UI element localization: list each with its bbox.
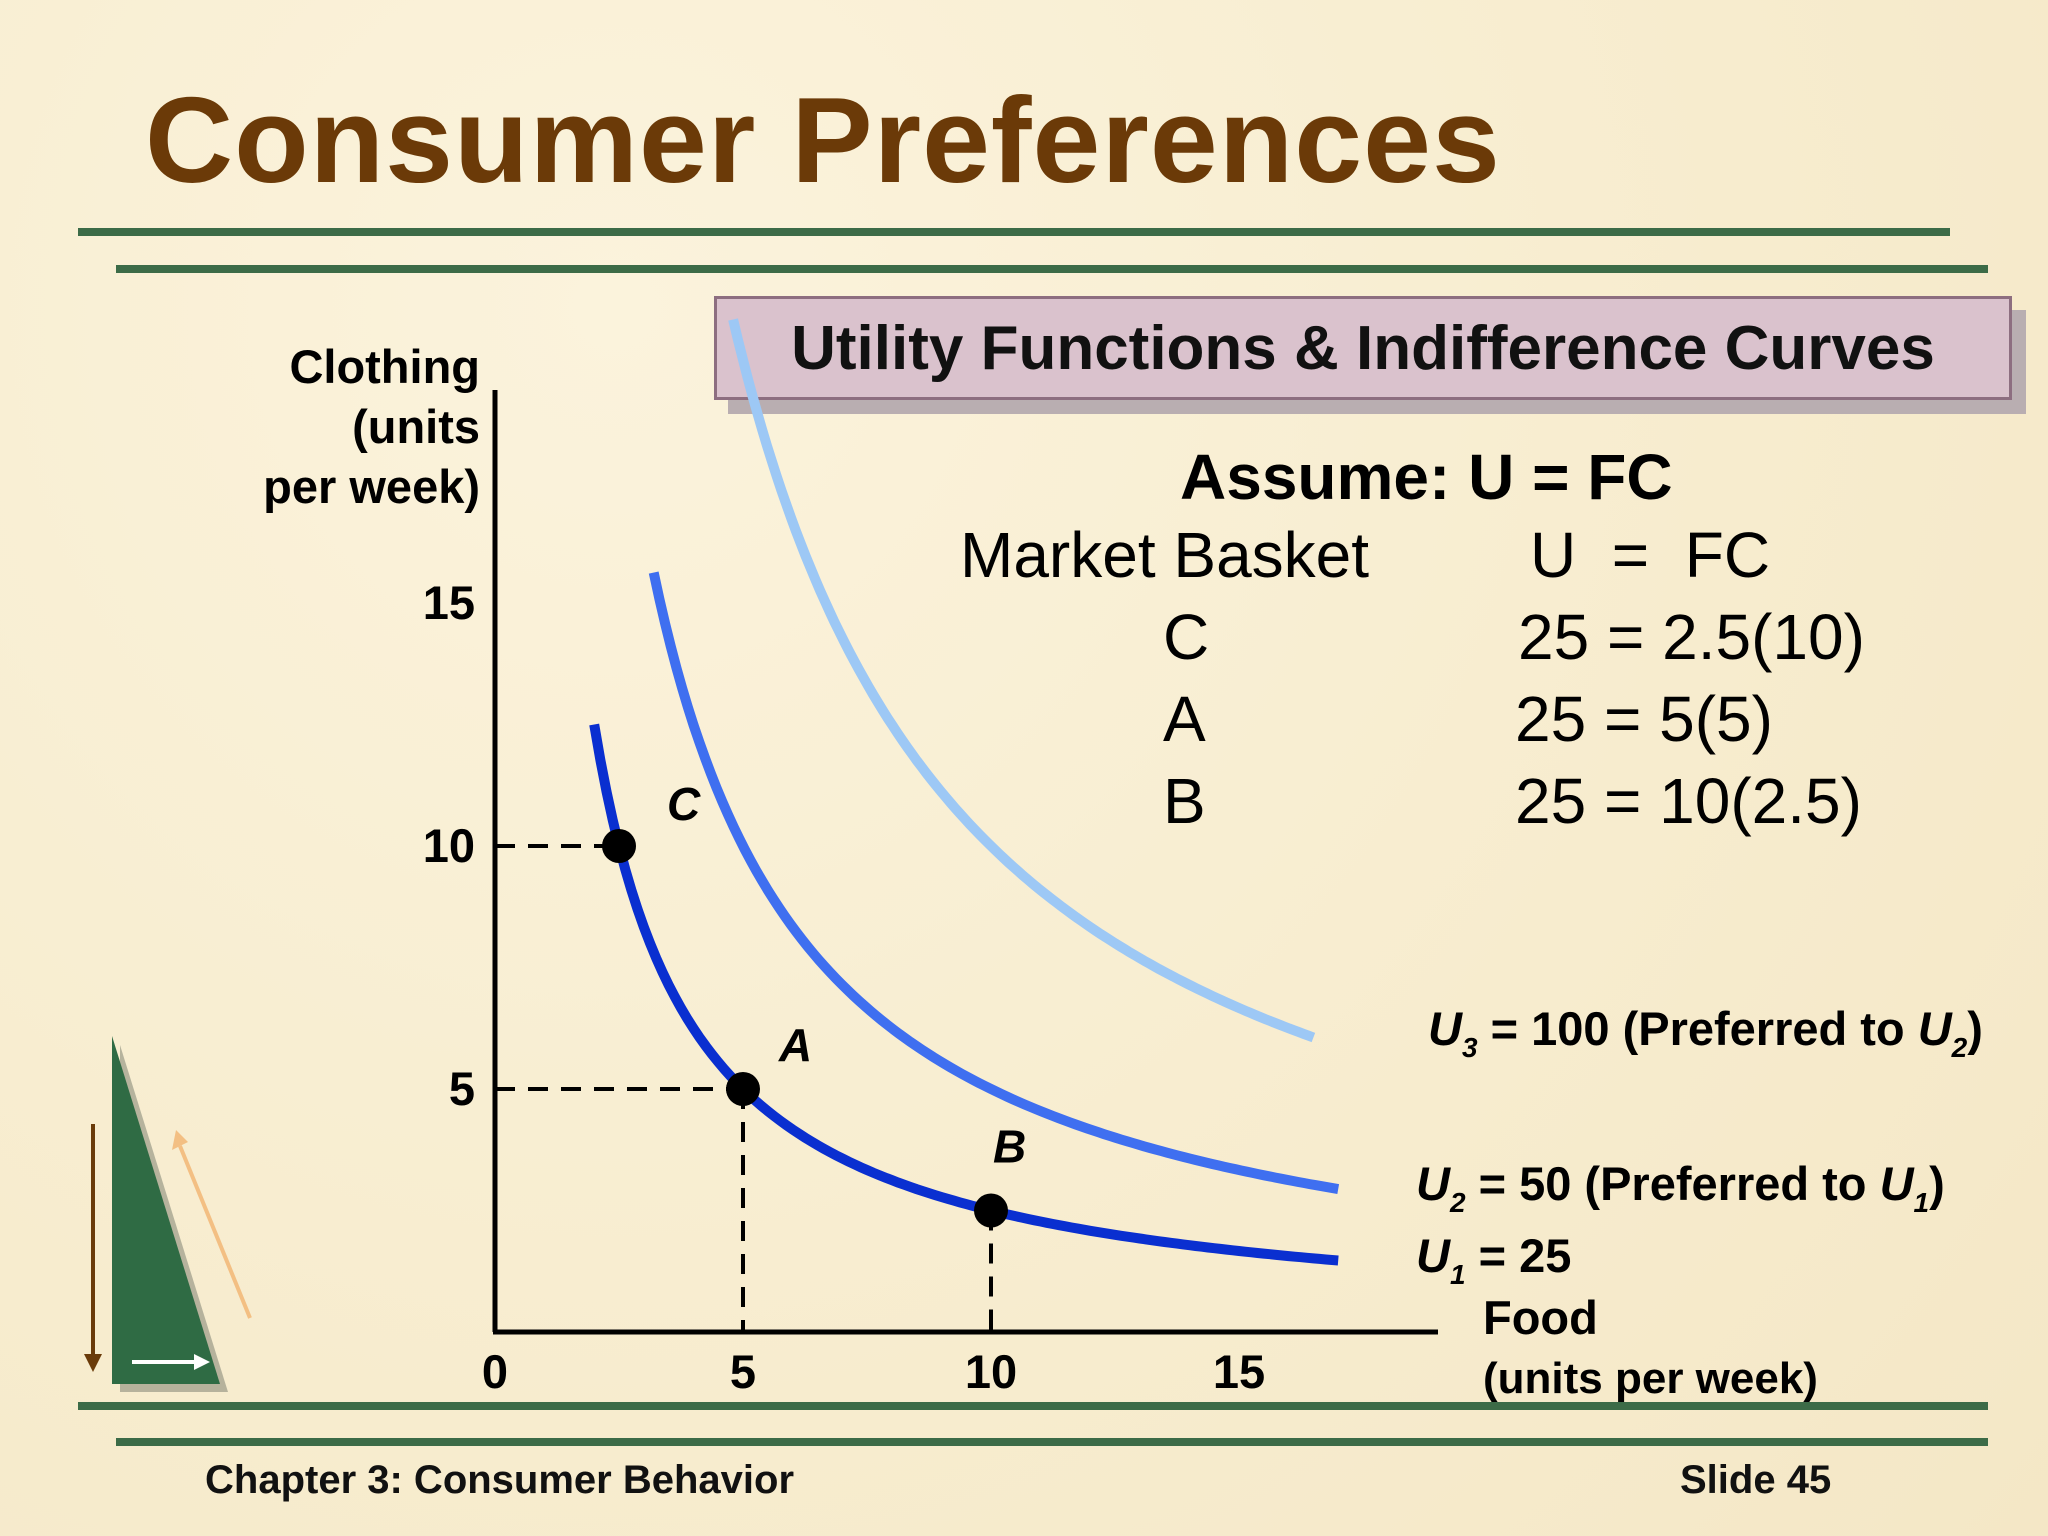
x-axis-label-line2: (units per week) — [1483, 1354, 1818, 1403]
x-tick-0: 0 — [482, 1345, 508, 1398]
subtitle-text: Utility Functions & Indifference Curves — [791, 313, 1935, 383]
assume-text: Assume: U = FC — [1180, 441, 1673, 513]
x-tick-5: 5 — [730, 1345, 756, 1398]
point-a — [726, 1072, 760, 1106]
table-row-calc-c: 25 = 2.5(10) — [1518, 601, 1865, 673]
title-rule-top — [78, 228, 1950, 236]
x-tick-15: 15 — [1213, 1345, 1265, 1398]
series-label-u1: U1 = 25 — [1416, 1229, 1571, 1290]
table-header-formula: U = FC — [1530, 519, 1771, 591]
series-label-u2: U2 = 50 (Preferred to U1) — [1416, 1157, 1945, 1218]
table-row-calc-a: 25 = 5(5) — [1515, 683, 1773, 755]
x-axis-label-line1: Food — [1483, 1291, 1598, 1344]
table-row-basket-a: A — [1163, 683, 1206, 755]
curve-u3 — [728, 318, 1316, 1043]
y-tick-10: 10 — [423, 819, 475, 872]
y-axis-label-line3: per week) — [263, 460, 480, 513]
curve-u1 — [589, 723, 1339, 1266]
table-header-basket: Market Basket — [960, 519, 1370, 591]
point-b — [974, 1193, 1008, 1228]
y-tick-5: 5 — [449, 1062, 475, 1115]
footer-slide-number: Slide 45 — [1680, 1458, 1832, 1502]
table-row-basket-c: C — [1163, 601, 1210, 673]
series-label-u3: U3 = 100 (Preferred to U2) — [1428, 1002, 1983, 1063]
slide-title: Consumer Preferences — [145, 72, 1501, 208]
y-axis-label-line2: (units — [352, 400, 480, 453]
point-label-a: A — [778, 1019, 812, 1071]
title-rule-bottom — [116, 265, 1988, 273]
table-row-calc-b: 25 = 10(2.5) — [1515, 765, 1862, 837]
point-label-c: C — [667, 778, 701, 830]
curve-u2 — [648, 571, 1340, 1195]
subtitle-box: Utility Functions & Indifference Curves — [714, 296, 2012, 400]
footer-rule-bottom — [116, 1438, 1988, 1446]
point-c — [602, 829, 636, 863]
table-row-basket-b: B — [1163, 765, 1206, 837]
y-tick-15: 15 — [423, 576, 475, 629]
point-label-b: B — [993, 1121, 1026, 1173]
triangle-navigation-icon[interactable] — [84, 1036, 252, 1392]
x-tick-10: 10 — [965, 1345, 1017, 1398]
y-axis-label-line1: Clothing — [289, 340, 480, 393]
footer-chapter: Chapter 3: Consumer Behavior — [205, 1458, 795, 1502]
footer-rule-top — [78, 1402, 1988, 1410]
